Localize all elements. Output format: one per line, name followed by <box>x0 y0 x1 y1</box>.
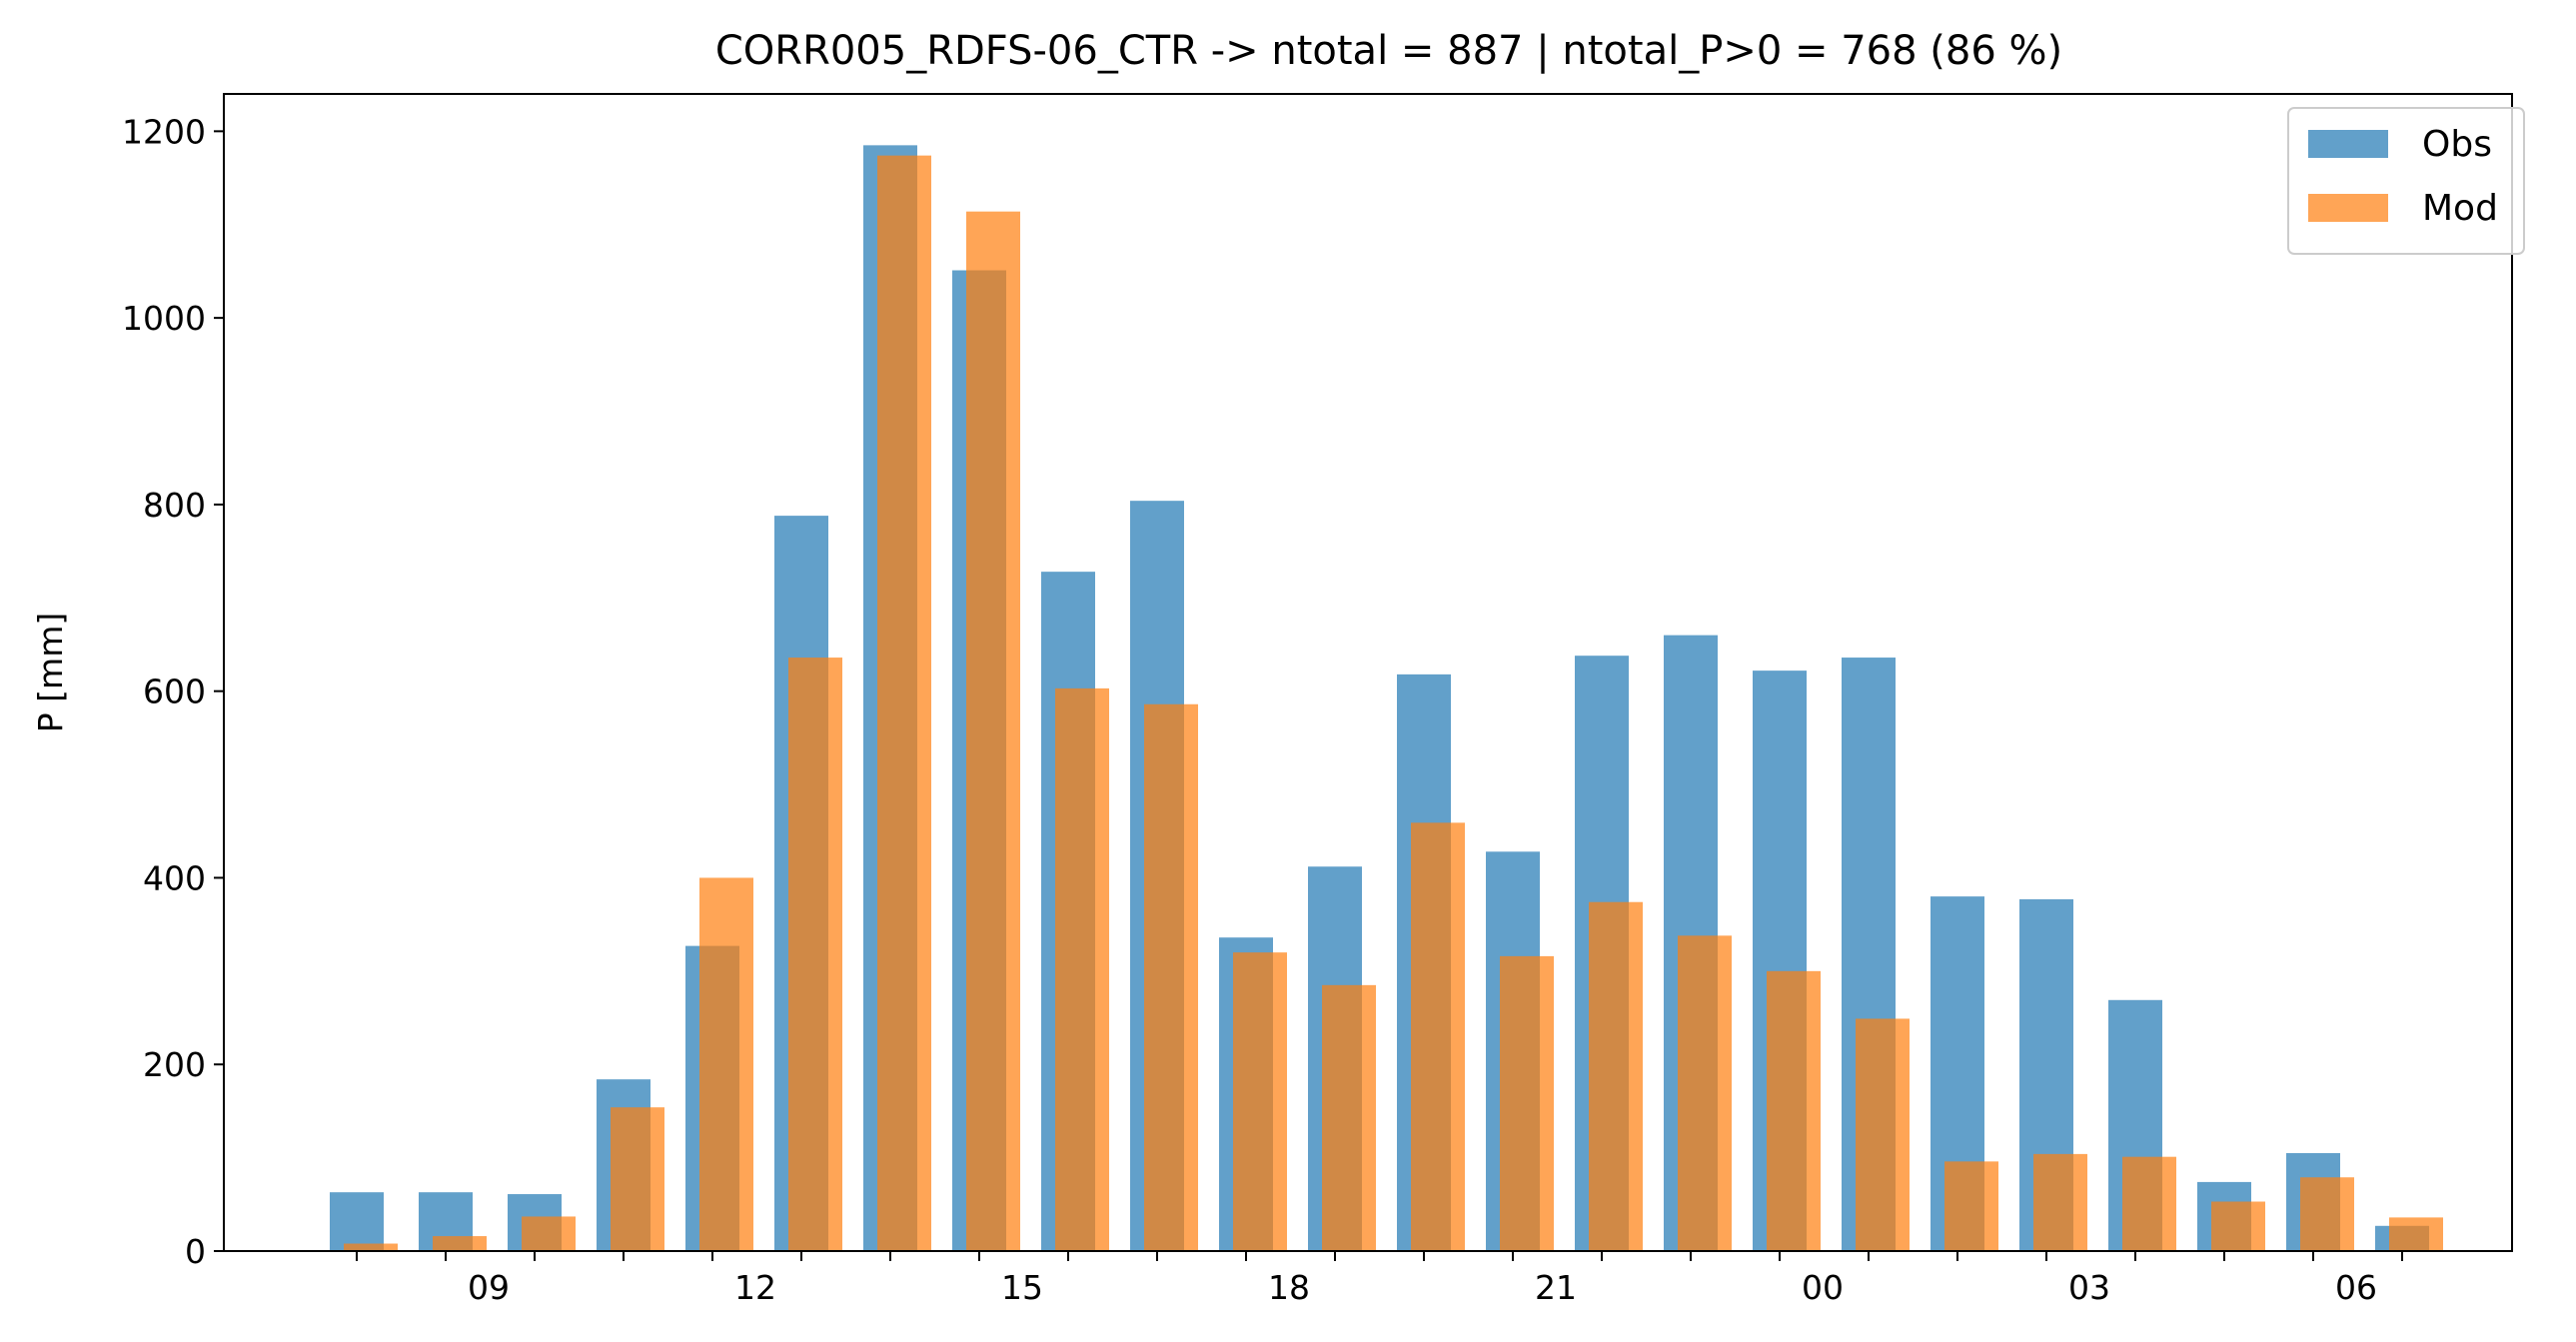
y-tick-label: 200 <box>143 1045 206 1084</box>
bar-mod-00 <box>1767 970 1821 1251</box>
y-tick-label: 400 <box>143 858 206 897</box>
bar-mod-20 <box>1411 822 1465 1251</box>
legend-label-obs: Obs <box>2422 124 2492 165</box>
x-tick-label: 03 <box>2068 1268 2110 1307</box>
bar-mod-07 <box>2389 1217 2443 1251</box>
chart-title: CORR005_RDFS-06_CTR -> ntotal = 887 | nt… <box>715 28 2062 74</box>
y-tick-label: 600 <box>143 672 206 711</box>
x-tick-label: 09 <box>468 1268 510 1307</box>
legend-label-mod: Mod <box>2422 188 2498 229</box>
bar-mod-19 <box>1322 984 1376 1251</box>
bar-mod-15 <box>966 211 1020 1252</box>
plot-frame <box>223 93 2513 1252</box>
bar-mod-11 <box>611 1107 664 1251</box>
bar-mod-16 <box>1055 687 1109 1251</box>
legend: Obs Mod <box>2287 107 2525 255</box>
y-tick-label: 0 <box>185 1232 206 1271</box>
bar-mod-04 <box>2122 1156 2176 1251</box>
bar-mod-23 <box>1678 935 1732 1251</box>
legend-swatch-obs <box>2308 130 2388 158</box>
bar-mod-09 <box>433 1236 487 1251</box>
bar-mod-10 <box>522 1216 576 1251</box>
x-tick-label: 12 <box>734 1268 776 1307</box>
x-tick-label: 21 <box>1535 1268 1577 1307</box>
bar-mod-05 <box>2211 1201 2265 1251</box>
bar-mod-18 <box>1233 952 1287 1251</box>
x-tick-label: 06 <box>2335 1268 2377 1307</box>
bar-mod-01 <box>1856 1018 1910 1251</box>
bar-mod-06 <box>2300 1177 2354 1251</box>
bar-mod-08 <box>344 1243 398 1251</box>
bar-mod-02 <box>1944 1161 1998 1251</box>
y-tick-label: 800 <box>143 486 206 525</box>
y-tick-label: 1200 <box>122 112 206 151</box>
x-tick-label: 00 <box>1802 1268 1844 1307</box>
bar-mod-13 <box>788 658 842 1251</box>
y-tick-label: 1000 <box>122 299 206 338</box>
legend-swatch-mod <box>2308 194 2388 222</box>
y-axis-label: P [mm] <box>31 613 70 732</box>
bar-mod-17 <box>1144 703 1198 1251</box>
bars-layer <box>330 145 2443 1252</box>
bar-mod-03 <box>2033 1153 2087 1251</box>
x-axis: 09 12 15 18 21 00 03 06 <box>356 1251 2403 1307</box>
x-tick-label: 15 <box>1001 1268 1043 1307</box>
bar-mod-12 <box>699 877 753 1251</box>
x-tick-label: 18 <box>1268 1268 1310 1307</box>
bar-obs-08 <box>330 1192 384 1251</box>
bar-mod-14 <box>877 155 931 1251</box>
bar-mod-21 <box>1500 955 1554 1251</box>
y-axis: 0 200 400 600 800 1000 1200 <box>122 112 224 1271</box>
bar-mod-22 <box>1589 901 1643 1251</box>
